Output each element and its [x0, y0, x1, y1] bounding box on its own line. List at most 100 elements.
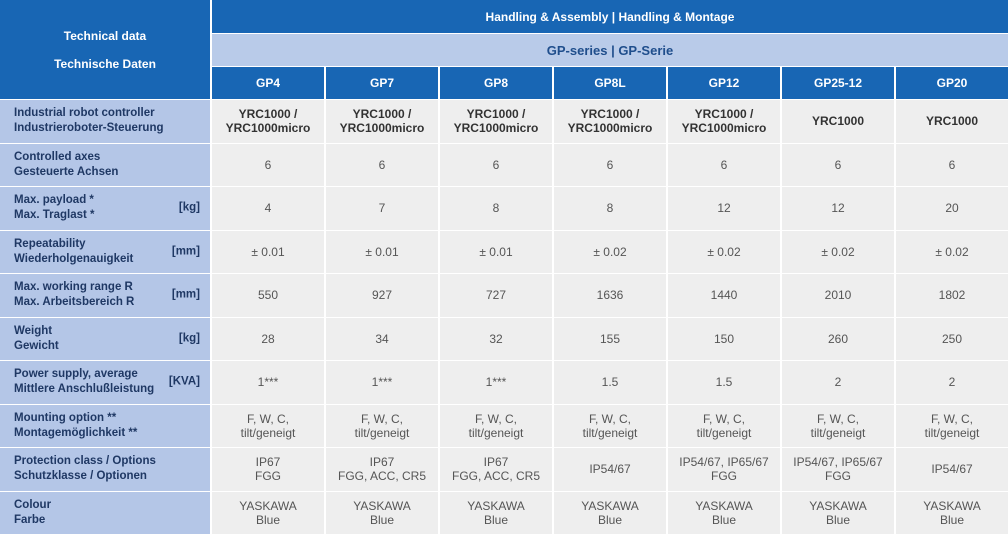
value-line: YRC1000micro	[567, 121, 653, 136]
value-cell: 6	[554, 143, 666, 186]
label-line: Max. Arbeitsbereich R	[14, 296, 135, 309]
value-line: 1***	[485, 375, 507, 390]
value-line: 2	[834, 375, 842, 390]
value-line: FGG	[825, 469, 851, 484]
value-line: FGG	[711, 469, 737, 484]
title-cell: Technical data Technische Daten	[0, 0, 210, 99]
value-line: YRC1000	[925, 114, 979, 129]
value-line: IP54/67	[931, 462, 973, 477]
value-line: YRC1000 /	[466, 107, 526, 122]
model-name: GP8L	[594, 76, 626, 90]
label-line: Max. Traglast *	[14, 209, 95, 222]
value-cell: YASKAWA Blue	[782, 491, 894, 534]
value-line: 8	[606, 201, 614, 216]
value-cell: YASKAWA Blue	[896, 491, 1008, 534]
value-line: YRC1000micro	[339, 121, 425, 136]
value-line: 6	[264, 157, 272, 172]
value-line: FGG, ACC, CR5	[451, 469, 540, 484]
value-cell: IP67 FGG	[212, 448, 324, 491]
label-line: Max. working range R	[14, 281, 133, 294]
label-line: Weight	[14, 324, 53, 337]
value-line: YASKAWA	[695, 498, 753, 513]
value-line: 927	[371, 288, 393, 303]
row-label: Mounting option ** Montagemöglichkeit **	[0, 404, 210, 447]
value-line: tilt/geneigt	[468, 425, 524, 440]
value-line: 34	[375, 331, 389, 346]
value-cell: 2	[896, 361, 1008, 404]
value-cell: 4	[212, 187, 324, 230]
value-line: tilt/geneigt	[354, 425, 410, 440]
value-cell: 2010	[782, 274, 894, 317]
value-line: Blue	[255, 512, 281, 527]
value-cell: 1***	[326, 361, 438, 404]
value-cell: 6	[440, 143, 552, 186]
group-header: Handling & Assembly | Handling & Montage	[212, 0, 1008, 33]
value-line: 1636	[596, 288, 624, 303]
value-line: 155	[599, 331, 621, 346]
value-cell: 12	[668, 187, 780, 230]
value-line: Blue	[597, 512, 623, 527]
value-line: F, W, C,	[817, 411, 859, 426]
value-line: 250	[941, 331, 963, 346]
value-cell: 6	[668, 143, 780, 186]
row-label: Max. working range R Max. Arbeitsbereich …	[0, 274, 210, 317]
unit: [kg]	[178, 332, 200, 345]
value-cell: YASKAWA Blue	[668, 491, 780, 534]
value-cell: YRC1000 /YRC1000micro	[440, 100, 552, 143]
value-line: 28	[261, 331, 275, 346]
value-cell: ± 0.01	[440, 230, 552, 273]
model-name: GP20	[936, 76, 968, 90]
value-cell: 1440	[668, 274, 780, 317]
value-line: IP54/67, IP65/67	[679, 455, 769, 470]
value-line: YASKAWA	[923, 498, 981, 513]
value-line: 1.5	[715, 375, 733, 390]
label-line: Colour	[14, 498, 52, 511]
value-line: 32	[489, 331, 503, 346]
value-line: 4	[264, 201, 272, 216]
row-label: Power supply, average Mittlere Anschlußle…	[0, 361, 210, 404]
value-line: FGG	[255, 469, 281, 484]
value-cell: 32	[440, 317, 552, 360]
value-line: 727	[485, 288, 507, 303]
value-line: YRC1000micro	[453, 121, 539, 136]
value-line: YRC1000micro	[225, 121, 311, 136]
model-header: GP8L	[554, 67, 666, 99]
value-cell: 1.5	[668, 361, 780, 404]
model-header: GP7	[326, 67, 438, 99]
value-cell: 28	[212, 317, 324, 360]
value-cell: 8	[554, 187, 666, 230]
value-line: ± 0.01	[365, 244, 399, 259]
value-line: F, W, C,	[703, 411, 745, 426]
value-cell: IP54/67	[896, 448, 1008, 491]
value-cell: IP67 FGG, ACC, CR5	[326, 448, 438, 491]
label-line: Controlled axes	[14, 150, 101, 163]
value-cell: 2	[782, 361, 894, 404]
row-label: Max. payload * Max. Traglast * [kg]	[0, 187, 210, 230]
value-line: 6	[948, 157, 956, 172]
value-line: IP54/67, IP65/67	[793, 455, 883, 470]
label-line: Mittlere Anschlußleistung	[14, 383, 155, 396]
value-cell: 6	[896, 143, 1008, 186]
row-label: Industrial robot controller Industrierobo…	[0, 100, 210, 143]
value-cell: ± 0.02	[896, 230, 1008, 273]
value-cell: ± 0.01	[326, 230, 438, 273]
value-line: ± 0.02	[593, 244, 627, 259]
value-cell: YRC1000	[782, 100, 894, 143]
value-line: F, W, C,	[589, 411, 631, 426]
value-line: 1.5	[601, 375, 619, 390]
value-line: IP67	[369, 455, 395, 470]
value-cell: IP67 FGG, ACC, CR5	[440, 448, 552, 491]
value-line: YRC1000	[811, 114, 865, 129]
value-line: 1***	[371, 375, 393, 390]
value-cell: 155	[554, 317, 666, 360]
value-line: 6	[834, 157, 842, 172]
model-name: GP25-12	[813, 76, 863, 90]
value-line: ± 0.02	[935, 244, 969, 259]
row-label: Repeatability Wiederholgenauigkeit [mm]	[0, 230, 210, 273]
value-line: 6	[378, 157, 386, 172]
value-line: 12	[717, 201, 731, 216]
value-cell: YASKAWA Blue	[326, 491, 438, 534]
value-cell: IP54/67, IP65/67 FGG	[668, 448, 780, 491]
model-header: GP25-12	[782, 67, 894, 99]
